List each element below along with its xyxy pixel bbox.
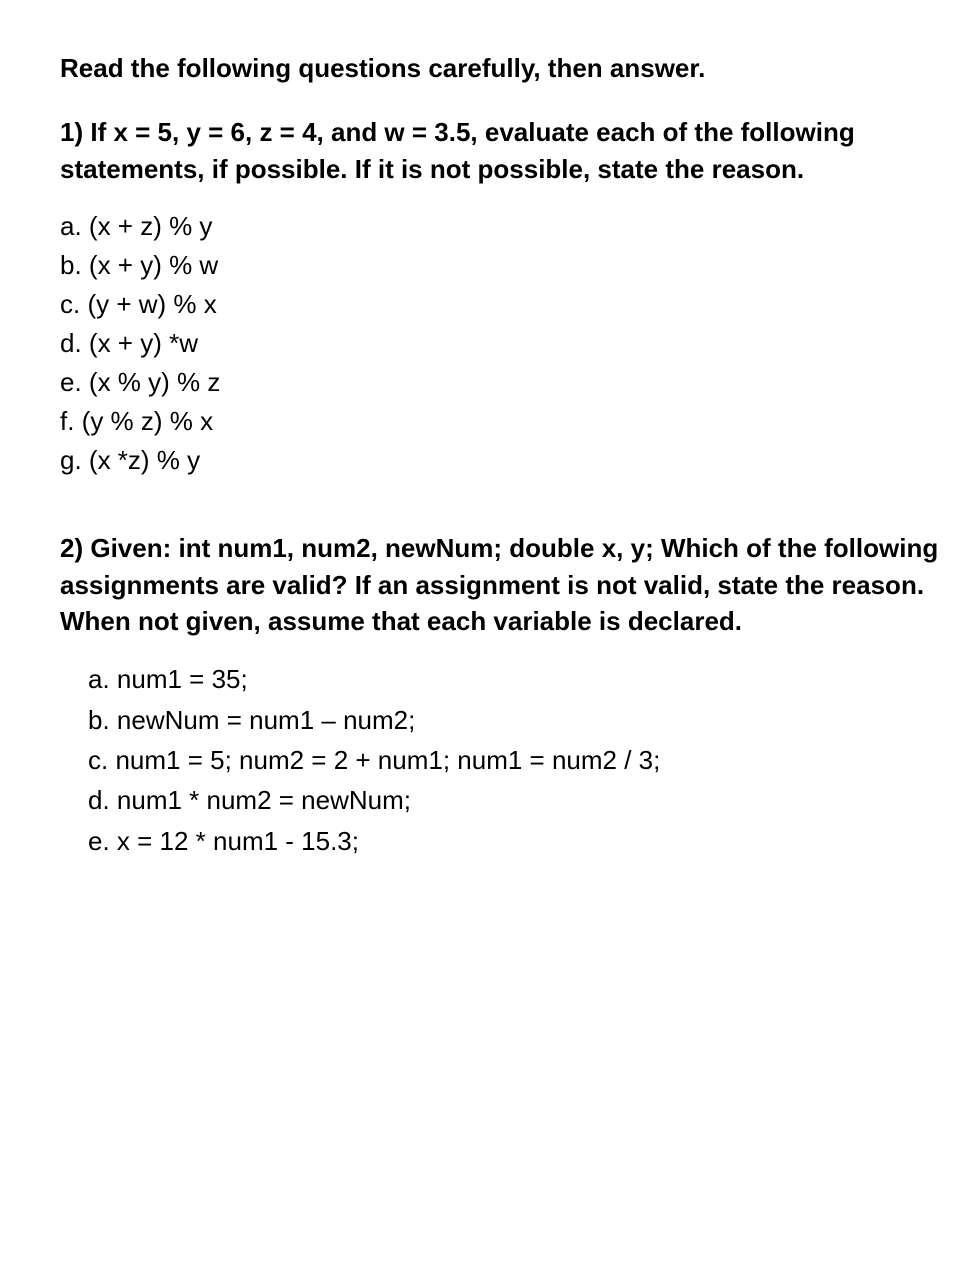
q2-option-c: c. num1 = 5; num2 = 2 + num1; num1 = num… [88, 740, 943, 780]
q1-option-f: f. (y % z) % x [60, 402, 943, 441]
question-1-options: a. (x + z) % y b. (x + y) % w c. (y + w)… [60, 207, 943, 480]
question-2-options: a. num1 = 35; b. newNum = num1 – num2; c… [60, 659, 943, 860]
q1-option-e: e. (x % y) % z [60, 363, 943, 402]
q1-option-a: a. (x + z) % y [60, 207, 943, 246]
q2-option-e: e. x = 12 * num1 - 15.3; [88, 821, 943, 861]
q1-option-b: b. (x + y) % w [60, 246, 943, 285]
question-1-header: 1) If x = 5, y = 6, z = 4, and w = 3.5, … [60, 114, 943, 187]
q1-option-d: d. (x + y) *w [60, 324, 943, 363]
q2-option-d: d. num1 * num2 = newNum; [88, 780, 943, 820]
question-2-header: 2) Given: int num1, num2, newNum; double… [60, 530, 943, 639]
q1-option-c: c. (y + w) % x [60, 285, 943, 324]
q2-option-b: b. newNum = num1 – num2; [88, 700, 943, 740]
q1-option-g: g. (x *z) % y [60, 441, 943, 480]
instruction-text: Read the following questions carefully, … [60, 50, 943, 86]
q2-option-a: a. num1 = 35; [88, 659, 943, 699]
